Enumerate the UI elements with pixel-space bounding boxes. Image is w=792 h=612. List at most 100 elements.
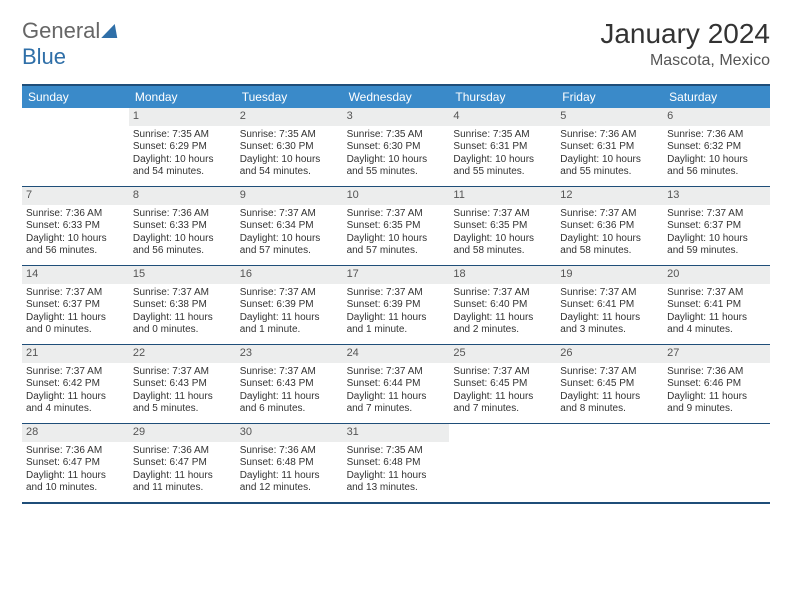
- day-day2: and 6 minutes.: [240, 403, 339, 416]
- day-sunrise: Sunrise: 7:36 AM: [133, 445, 232, 458]
- day-sunset: Sunset: 6:41 PM: [667, 299, 766, 312]
- day-cell: 14Sunrise: 7:37 AMSunset: 6:37 PMDayligh…: [22, 266, 129, 344]
- day-number: 9: [236, 187, 343, 205]
- day-number: 4: [449, 108, 556, 126]
- day-number: 13: [663, 187, 770, 205]
- day-sunset: Sunset: 6:41 PM: [560, 299, 659, 312]
- day-day1: Daylight: 11 hours: [26, 312, 125, 325]
- day-number: 3: [343, 108, 450, 126]
- day-day2: and 10 minutes.: [26, 482, 125, 495]
- day-day2: and 55 minutes.: [453, 166, 552, 179]
- day-cell: 7Sunrise: 7:36 AMSunset: 6:33 PMDaylight…: [22, 187, 129, 265]
- day-sunrise: Sunrise: 7:36 AM: [240, 445, 339, 458]
- day-day1: Daylight: 11 hours: [560, 391, 659, 404]
- day-day1: Daylight: 10 hours: [26, 233, 125, 246]
- day-number: 1: [129, 108, 236, 126]
- calendar: Sunday Monday Tuesday Wednesday Thursday…: [22, 84, 770, 504]
- day-sunrise: Sunrise: 7:36 AM: [133, 208, 232, 221]
- day-cell: 25Sunrise: 7:37 AMSunset: 6:45 PMDayligh…: [449, 345, 556, 423]
- logo-triangle-icon: [102, 24, 119, 38]
- day-sunset: Sunset: 6:47 PM: [26, 457, 125, 470]
- week-row: 21Sunrise: 7:37 AMSunset: 6:42 PMDayligh…: [22, 344, 770, 423]
- dayhead-tue: Tuesday: [236, 86, 343, 108]
- day-day2: and 57 minutes.: [347, 245, 446, 258]
- day-sunrise: Sunrise: 7:37 AM: [453, 208, 552, 221]
- weeks-container: 1Sunrise: 7:35 AMSunset: 6:29 PMDaylight…: [22, 108, 770, 502]
- day-day1: Daylight: 11 hours: [26, 470, 125, 483]
- day-day1: Daylight: 11 hours: [453, 391, 552, 404]
- day-cell: 28Sunrise: 7:36 AMSunset: 6:47 PMDayligh…: [22, 424, 129, 502]
- day-day2: and 59 minutes.: [667, 245, 766, 258]
- day-day1: Daylight: 10 hours: [560, 233, 659, 246]
- day-day2: and 8 minutes.: [560, 403, 659, 416]
- day-sunset: Sunset: 6:34 PM: [240, 220, 339, 233]
- day-sunrise: Sunrise: 7:35 AM: [453, 129, 552, 142]
- day-sunrise: Sunrise: 7:35 AM: [240, 129, 339, 142]
- header: General Blue January 2024 Mascota, Mexic…: [22, 18, 770, 70]
- day-sunrise: Sunrise: 7:35 AM: [347, 445, 446, 458]
- day-number: 30: [236, 424, 343, 442]
- day-day1: Daylight: 11 hours: [133, 312, 232, 325]
- day-day1: Daylight: 10 hours: [347, 154, 446, 167]
- day-sunrise: Sunrise: 7:37 AM: [240, 287, 339, 300]
- day-cell: 4Sunrise: 7:35 AMSunset: 6:31 PMDaylight…: [449, 108, 556, 186]
- day-cell: 8Sunrise: 7:36 AMSunset: 6:33 PMDaylight…: [129, 187, 236, 265]
- dayhead-sat: Saturday: [663, 86, 770, 108]
- day-cell: 23Sunrise: 7:37 AMSunset: 6:43 PMDayligh…: [236, 345, 343, 423]
- month-title: January 2024: [600, 18, 770, 50]
- day-cell: 16Sunrise: 7:37 AMSunset: 6:39 PMDayligh…: [236, 266, 343, 344]
- logo-text: General Blue: [22, 18, 120, 70]
- day-day2: and 12 minutes.: [240, 482, 339, 495]
- day-day1: Daylight: 11 hours: [347, 391, 446, 404]
- day-day1: Daylight: 11 hours: [240, 470, 339, 483]
- week-row: 1Sunrise: 7:35 AMSunset: 6:29 PMDaylight…: [22, 108, 770, 186]
- day-day2: and 54 minutes.: [240, 166, 339, 179]
- day-number: 12: [556, 187, 663, 205]
- day-day1: Daylight: 11 hours: [26, 391, 125, 404]
- day-number: 19: [556, 266, 663, 284]
- day-day2: and 58 minutes.: [560, 245, 659, 258]
- day-cell: 6Sunrise: 7:36 AMSunset: 6:32 PMDaylight…: [663, 108, 770, 186]
- week-row: 7Sunrise: 7:36 AMSunset: 6:33 PMDaylight…: [22, 186, 770, 265]
- day-sunrise: Sunrise: 7:37 AM: [240, 208, 339, 221]
- day-cell: 10Sunrise: 7:37 AMSunset: 6:35 PMDayligh…: [343, 187, 450, 265]
- dayhead-mon: Monday: [129, 86, 236, 108]
- day-sunrise: Sunrise: 7:36 AM: [667, 129, 766, 142]
- dayhead-wed: Wednesday: [343, 86, 450, 108]
- day-day1: Daylight: 11 hours: [560, 312, 659, 325]
- day-cell: 9 Sunrise: 7:37 AMSunset: 6:34 PMDaylight…: [236, 187, 343, 265]
- day-number: 11: [449, 187, 556, 205]
- day-sunrise: Sunrise: 7:37 AM: [26, 287, 125, 300]
- day-sunset: Sunset: 6:43 PM: [133, 378, 232, 391]
- day-number: [22, 108, 129, 126]
- day-number: 18: [449, 266, 556, 284]
- day-day1: Daylight: 10 hours: [240, 233, 339, 246]
- day-number: 26: [556, 345, 663, 363]
- day-cell: 29Sunrise: 7:36 AMSunset: 6:47 PMDayligh…: [129, 424, 236, 502]
- day-sunset: Sunset: 6:48 PM: [347, 457, 446, 470]
- day-cell: 17Sunrise: 7:37 AMSunset: 6:39 PMDayligh…: [343, 266, 450, 344]
- day-sunrise: Sunrise: 7:37 AM: [133, 287, 232, 300]
- day-day2: and 55 minutes.: [347, 166, 446, 179]
- day-sunrise: Sunrise: 7:37 AM: [453, 366, 552, 379]
- day-cell: 13Sunrise: 7:37 AMSunset: 6:37 PMDayligh…: [663, 187, 770, 265]
- day-number: 8: [129, 187, 236, 205]
- day-sunset: Sunset: 6:31 PM: [560, 141, 659, 154]
- day-number: 27: [663, 345, 770, 363]
- day-sunrise: Sunrise: 7:36 AM: [560, 129, 659, 142]
- day-sunrise: Sunrise: 7:35 AM: [133, 129, 232, 142]
- day-day1: Daylight: 10 hours: [347, 233, 446, 246]
- day-cell: 2Sunrise: 7:35 AMSunset: 6:30 PMDaylight…: [236, 108, 343, 186]
- day-number: 14: [22, 266, 129, 284]
- day-sunrise: Sunrise: 7:37 AM: [560, 208, 659, 221]
- day-cell: 26Sunrise: 7:37 AMSunset: 6:45 PMDayligh…: [556, 345, 663, 423]
- day-number: 23: [236, 345, 343, 363]
- day-day1: Daylight: 10 hours: [240, 154, 339, 167]
- week-row: 28Sunrise: 7:36 AMSunset: 6:47 PMDayligh…: [22, 423, 770, 502]
- day-cell: [556, 424, 663, 502]
- day-day2: and 56 minutes.: [133, 245, 232, 258]
- day-day2: and 56 minutes.: [26, 245, 125, 258]
- week-row: 14Sunrise: 7:37 AMSunset: 6:37 PMDayligh…: [22, 265, 770, 344]
- day-day1: Daylight: 11 hours: [347, 312, 446, 325]
- day-cell: 22Sunrise: 7:37 AMSunset: 6:43 PMDayligh…: [129, 345, 236, 423]
